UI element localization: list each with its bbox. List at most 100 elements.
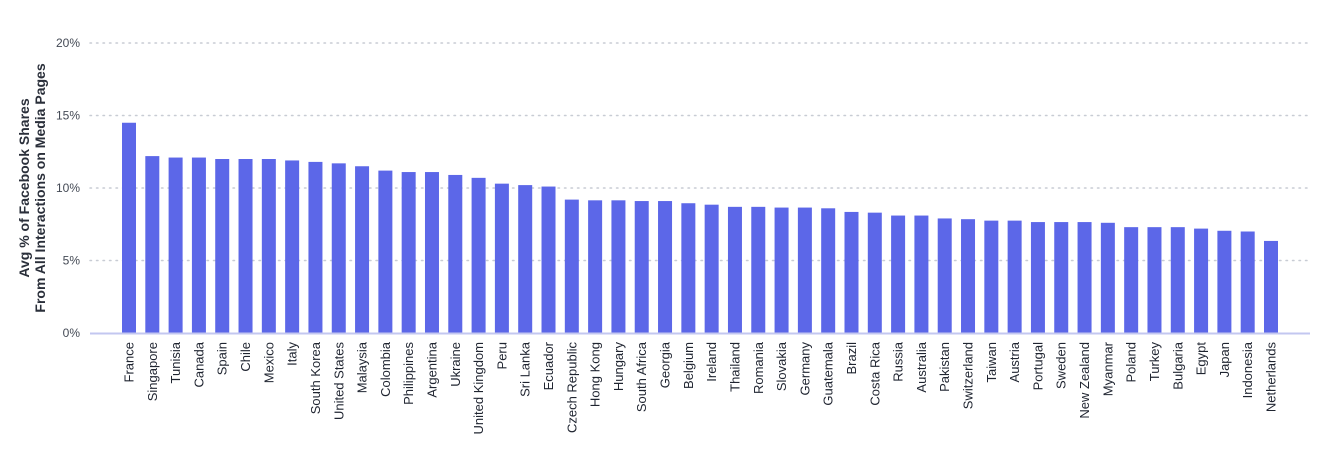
bar-philippines [401,172,416,333]
x-category-label: Germany [797,342,812,396]
x-category-label: Czech Republic [564,342,579,434]
x-category-label: Australia [914,341,929,392]
y-tick-label: 5% [63,254,81,268]
bar-brazil [844,211,859,333]
bar-peru [494,183,509,333]
x-category-label: Switzerland [961,342,976,409]
bar-ecuador [541,186,556,333]
bar-tunisia [168,157,183,333]
bar-singapore [145,156,160,333]
y-tick-label: 15% [56,109,80,123]
bar-mexico [261,159,276,333]
y-axis-title-line1: Avg % of Facebook Shares [16,98,32,277]
x-axis-category-labels: France Singapore Tunisia Canada Spain Chile Me… [122,341,1279,434]
bar-portugal [1030,222,1045,333]
x-category-label: Turkey [1147,342,1162,382]
x-category-label: United Kingdom [471,342,486,435]
bar-canada [191,157,206,333]
bar-turkey [1147,227,1162,333]
x-category-label: Sweden [1054,342,1069,389]
x-category-label: Ireland [704,342,719,382]
bar-italy [285,160,300,333]
bar-taiwan [984,220,999,334]
bar-indonesia [1240,231,1255,333]
x-category-label: Taiwan [984,342,999,382]
bars [122,122,1278,334]
bar-sri-lanka [518,185,533,333]
bar-australia [914,215,929,333]
x-category-label: Netherlands [1264,342,1279,413]
x-category-label: South Africa [634,341,649,412]
x-category-label: France [122,342,137,382]
x-category-label: Canada [191,341,206,387]
y-tick-label: 0% [63,326,81,340]
bar-pakistan [937,218,952,333]
x-category-label: Portugal [1030,342,1045,391]
x-category-label: Hungary [611,342,626,392]
x-category-label: Indonesia [1240,341,1255,398]
x-category-label: Malaysia [355,341,370,393]
y-tick-label: 10% [56,181,80,195]
x-category-label: Russia [891,341,906,382]
bar-belgium [681,203,696,333]
bar-switzerland [961,219,976,333]
x-category-label: Brazil [844,342,859,375]
x-category-label: Austria [1007,341,1022,382]
x-category-label: Colombia [378,341,393,397]
bar-poland [1124,227,1139,333]
bar-bulgaria [1170,227,1185,333]
x-category-label: Slovakia [774,341,789,391]
x-category-label: Ukraine [448,342,463,387]
bar-sweden [1054,222,1069,333]
bar-spain [215,159,230,333]
bar-south-africa [634,201,649,333]
bar-russia [891,215,906,333]
x-category-label: Romania [751,341,766,394]
bar-hong-kong [588,200,603,333]
x-category-label: Spain [215,342,230,375]
bar-thailand [727,206,742,333]
x-category-label: New Zealand [1077,342,1092,419]
x-category-label: Hong Kong [588,342,603,407]
bar-germany [797,207,812,333]
x-category-label: South Korea [308,341,323,414]
x-category-label: Philippines [401,342,416,405]
x-category-label: Egypt [1194,342,1209,376]
bar-argentina [424,172,439,333]
x-category-label: Guatemala [821,341,836,405]
bar-ukraine [448,174,463,333]
bar-egypt [1194,228,1209,333]
y-axis-title: Avg % of Facebook Shares From All Intera… [16,63,48,312]
bar-romania [751,206,766,333]
y-tick-label: 20% [56,36,80,50]
bar-ireland [704,204,719,333]
y-axis-ticks: 0% 5% 10% 15% 20% [56,36,80,340]
bar-netherlands [1264,240,1278,333]
bar-malaysia [355,166,370,333]
bar-south-korea [308,161,323,333]
bar-czech-republic [564,199,579,333]
x-category-label: Belgium [681,342,696,389]
x-category-label: Bulgaria [1170,341,1185,389]
x-category-label: Thailand [727,342,742,392]
x-category-label: Myanmar [1100,341,1115,396]
bar-france [122,122,136,333]
bar-hungary [611,200,626,333]
bar-slovakia [774,207,789,333]
bar-japan [1217,230,1232,333]
x-category-label: Sri Lanka [518,341,533,397]
x-category-label: Tunisia [168,341,183,383]
bar-united-states [331,163,346,333]
bar-colombia [378,170,393,333]
bar-austria [1007,220,1022,334]
x-category-label: Pakistan [937,342,952,392]
x-category-label: Georgia [658,341,673,388]
x-category-label: Japan [1217,342,1232,377]
x-category-label: Costa Rica [867,341,882,405]
bar-guatemala [821,208,836,333]
x-category-label: Poland [1124,342,1139,382]
x-category-label: Singapore [145,342,160,401]
bar-myanmar [1100,222,1115,333]
y-axis-title-line2: From All Interactions on Media Pages [32,63,48,312]
